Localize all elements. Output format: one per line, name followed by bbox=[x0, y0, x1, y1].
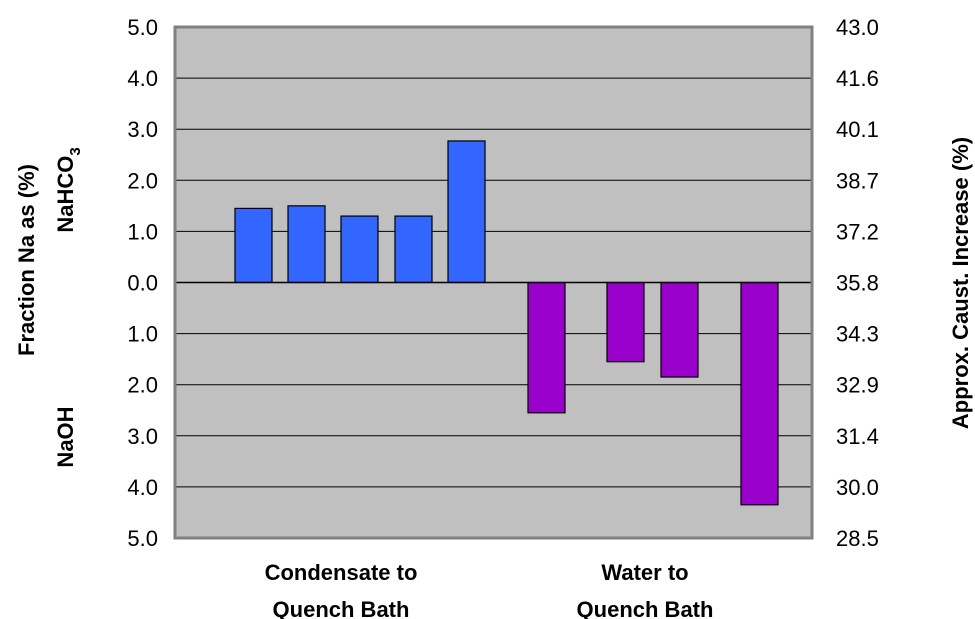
left-tick-label: 4.0 bbox=[127, 66, 158, 91]
left-tick-label: 5.0 bbox=[127, 15, 158, 40]
left-axis-top-label-main: NaHCO bbox=[53, 156, 78, 233]
right-tick-label: 41.6 bbox=[836, 66, 879, 91]
left-tick-label: 1.0 bbox=[127, 322, 158, 347]
left-tick-label: 4.0 bbox=[127, 475, 158, 500]
category-label: Quench Bath bbox=[273, 597, 410, 619]
right-tick-label: 40.1 bbox=[836, 117, 879, 142]
bar bbox=[394, 215, 433, 284]
left-tick-label: 5.0 bbox=[127, 526, 158, 551]
right-tick-label: 30.0 bbox=[836, 475, 879, 500]
bar bbox=[234, 207, 273, 284]
right-tick-label: 34.3 bbox=[836, 322, 879, 347]
left-tick-label: 0.0 bbox=[127, 271, 158, 296]
bar bbox=[287, 205, 326, 284]
left-axis-top-label: NaHCO3 bbox=[53, 147, 84, 232]
right-tick-label: 32.9 bbox=[836, 373, 879, 398]
left-tick-label: 2.0 bbox=[127, 373, 158, 398]
plot-frame bbox=[173, 25, 814, 540]
left-tick-label: 2.0 bbox=[127, 168, 158, 193]
bar bbox=[340, 215, 379, 284]
category-label: Water to bbox=[601, 560, 688, 585]
left-tick-label: 3.0 bbox=[127, 117, 158, 142]
left-axis-title: Fraction Na as (%) bbox=[14, 164, 39, 356]
bar bbox=[740, 281, 779, 506]
right-tick-label: 31.4 bbox=[836, 424, 879, 449]
right-axis-title: Approx. Caust. Increase (%) bbox=[948, 137, 973, 429]
left-axis-top-label-subscript: 3 bbox=[67, 147, 84, 155]
right-tick-label: 35.8 bbox=[836, 271, 879, 296]
bar bbox=[606, 281, 645, 363]
category-label: Quench Bath bbox=[577, 597, 714, 619]
right-tick-label: 43.0 bbox=[836, 15, 879, 40]
left-tick-label: 3.0 bbox=[127, 424, 158, 449]
category-label: Condensate to bbox=[265, 560, 418, 585]
left-axis-bottom-label: NaOH bbox=[53, 406, 78, 467]
bar bbox=[527, 281, 566, 414]
right-tick-label: 28.5 bbox=[836, 526, 879, 551]
left-tick-label: 1.0 bbox=[127, 219, 158, 244]
right-tick-label: 37.2 bbox=[836, 219, 879, 244]
bar bbox=[447, 140, 486, 284]
bar bbox=[660, 281, 699, 378]
right-tick-label: 38.7 bbox=[836, 168, 879, 193]
